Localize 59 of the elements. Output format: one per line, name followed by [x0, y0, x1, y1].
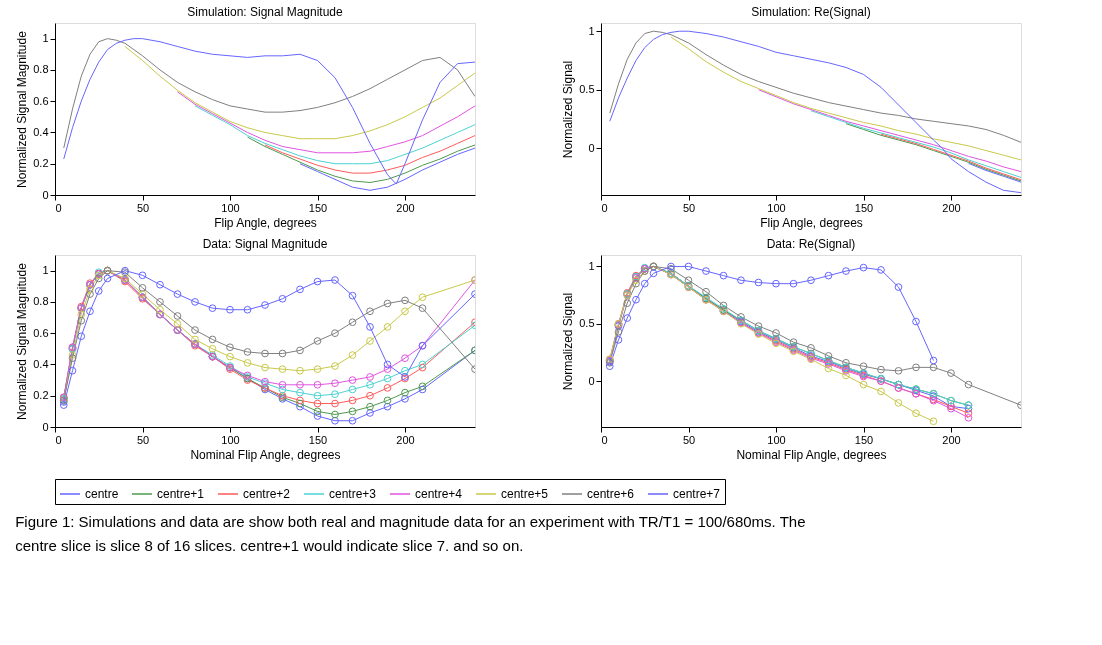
x-tick-label: 0 [55, 433, 62, 446]
legend-label: centre+1 [157, 487, 205, 501]
y-tick-label: 0.4 [33, 357, 49, 370]
caption: Figure 1: Simulations and data are show both real and magnitude data for an experiment with TR/T1 = 100/680ms. The centre slice is slice 8 of 16 slices. centre+1 would indicate slice 7. and so on. [15, 512, 806, 554]
x-tick-label: 0 [601, 201, 608, 214]
y-tick-label: 0 [588, 374, 595, 387]
x-tick-label: 50 [682, 433, 696, 446]
y-tick-label: 0.8 [33, 295, 49, 308]
x-axis-title: Nominal Flip Angle, degrees [736, 447, 887, 462]
x-tick-label: 100 [767, 201, 786, 214]
x-tick-label: 100 [767, 433, 786, 446]
y-tick-label: 0 [42, 420, 49, 433]
x-tick-label: 150 [308, 201, 328, 214]
x-axis-title: Flip Angle, degrees [214, 215, 317, 230]
x-tick-label: 150 [854, 433, 874, 446]
chart-title: Simulation: Signal Magnitude [187, 5, 344, 19]
legend-label: centre+3 [329, 487, 377, 501]
x-tick-label: 50 [136, 201, 150, 214]
x-tick-label: 100 [221, 433, 240, 446]
legend-label: centre+6 [587, 487, 635, 501]
x-tick-label: 0 [601, 433, 608, 446]
legend-label: centre+7 [673, 487, 721, 501]
y-tick-label: 1 [588, 24, 595, 37]
y-tick-label: 0.2 [33, 157, 49, 170]
x-tick-label: 200 [942, 201, 961, 214]
x-tick-label: 50 [682, 201, 696, 214]
y-tick-label: 0.4 [33, 125, 49, 138]
y-tick-label: 0.6 [33, 326, 49, 339]
y-tick-label: 0.5 [579, 317, 595, 330]
chart-title: Simulation: Re(Signal) [751, 5, 871, 19]
legend-label: centre+2 [243, 487, 291, 501]
x-tick-label: 200 [942, 433, 961, 446]
x-tick-label: 200 [396, 201, 415, 214]
y-tick-label: 0 [42, 188, 49, 201]
y-tick-label: 0.2 [33, 389, 49, 402]
y-tick-label: 0 [588, 141, 595, 154]
chart-title: Data: Re(Signal) [766, 237, 856, 251]
legend-label: centre+5 [501, 487, 549, 501]
x-axis-title: Nominal Flip Angle, degrees [190, 447, 341, 462]
y-tick-label: 1 [42, 264, 49, 277]
x-tick-label: 150 [308, 433, 328, 446]
y-tick-label: 0.8 [33, 63, 49, 76]
x-tick-label: 0 [55, 201, 62, 214]
legend-label: centre+4 [415, 487, 463, 501]
x-tick-label: 50 [136, 433, 150, 446]
x-tick-label: 150 [854, 201, 874, 214]
x-tick-label: 100 [221, 201, 240, 214]
y-tick-label: 1 [42, 32, 49, 45]
y-tick-label: 0.6 [33, 94, 49, 107]
y-axis-title: Normalized Signal Magnitude [15, 30, 30, 188]
y-tick-label: 1 [588, 259, 595, 272]
y-axis-title: Normalized Signal Magnitude [15, 262, 30, 420]
legend-label: centre [85, 487, 119, 501]
x-tick-label: 200 [396, 433, 415, 446]
y-axis-title: Normalized Signal [561, 292, 576, 391]
y-tick-label: 0.5 [579, 83, 595, 96]
y-axis-title: Normalized Signal [561, 60, 576, 159]
x-axis-title: Flip Angle, degrees [760, 215, 863, 230]
chart-title: Data: Signal Magnitude [202, 237, 328, 251]
